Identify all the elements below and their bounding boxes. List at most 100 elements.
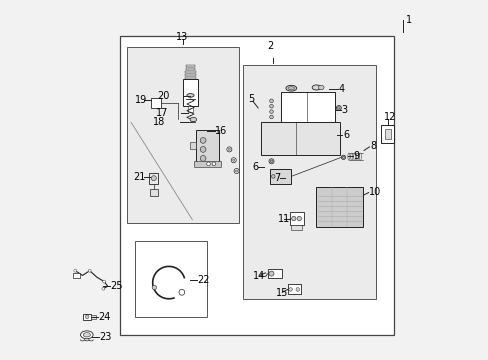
Bar [280, 92, 334, 122]
Ellipse shape [311, 85, 320, 90]
Ellipse shape [270, 160, 272, 163]
Circle shape [102, 287, 104, 290]
Circle shape [151, 176, 156, 181]
Bar [182, 79, 198, 106]
Ellipse shape [356, 153, 358, 160]
Bar [185, 77, 196, 79]
Bar [190, 142, 196, 149]
Bar [83, 314, 91, 320]
Circle shape [235, 170, 237, 172]
Bar [185, 65, 195, 67]
Circle shape [291, 216, 295, 221]
Circle shape [179, 289, 184, 295]
Circle shape [88, 269, 91, 272]
Circle shape [200, 147, 205, 152]
Bar [267, 269, 282, 278]
Text: 21: 21 [133, 172, 146, 182]
Text: 18: 18 [152, 117, 164, 127]
Circle shape [231, 158, 236, 163]
Bar [134, 241, 206, 317]
Ellipse shape [81, 331, 93, 339]
Bar [316, 187, 363, 227]
Text: 19: 19 [134, 95, 147, 105]
Circle shape [74, 269, 77, 272]
Text: 6: 6 [252, 162, 258, 172]
Bar [381, 125, 393, 143]
Ellipse shape [271, 175, 275, 178]
Circle shape [269, 115, 273, 119]
Circle shape [102, 280, 105, 283]
Bar [185, 74, 195, 76]
Bar [289, 212, 303, 225]
Ellipse shape [268, 159, 273, 164]
Ellipse shape [318, 85, 324, 90]
Bar [185, 71, 195, 73]
Ellipse shape [285, 85, 296, 91]
Text: 8: 8 [369, 141, 375, 151]
Text: 16: 16 [215, 126, 227, 136]
Bar [150, 189, 158, 196]
Text: 7: 7 [273, 173, 280, 183]
Bar [127, 47, 239, 223]
Text: 6: 6 [343, 130, 348, 140]
Bar [196, 130, 219, 162]
Bar [260, 122, 339, 155]
Ellipse shape [186, 94, 194, 97]
Ellipse shape [359, 153, 361, 160]
Text: 5: 5 [247, 94, 254, 104]
Ellipse shape [347, 153, 349, 160]
Text: 9: 9 [352, 151, 359, 161]
Bar [187, 106, 193, 112]
Text: 10: 10 [368, 187, 381, 197]
Bar [194, 161, 221, 167]
Text: 3: 3 [341, 105, 347, 115]
Text: 13: 13 [176, 32, 188, 42]
Bar [269, 169, 291, 184]
Circle shape [269, 104, 273, 108]
Ellipse shape [190, 117, 196, 122]
Bar [149, 173, 158, 184]
Circle shape [232, 159, 234, 161]
Ellipse shape [336, 105, 341, 111]
Text: 2: 2 [266, 41, 272, 51]
Circle shape [269, 110, 273, 113]
Bar [185, 68, 195, 70]
Text: 17: 17 [156, 108, 168, 118]
Circle shape [296, 216, 301, 221]
Text: 20: 20 [157, 91, 169, 102]
Ellipse shape [342, 156, 344, 158]
Bar [120, 36, 393, 335]
Text: 12: 12 [383, 112, 395, 122]
Circle shape [200, 156, 205, 161]
Text: 15: 15 [275, 288, 287, 298]
Circle shape [200, 138, 205, 143]
Circle shape [212, 162, 215, 166]
Circle shape [152, 285, 156, 289]
Bar [242, 65, 375, 299]
Bar [91, 315, 96, 319]
Text: 23: 23 [99, 332, 112, 342]
Text: 1: 1 [405, 15, 411, 25]
Circle shape [268, 271, 273, 276]
Circle shape [85, 315, 89, 319]
Ellipse shape [341, 155, 345, 159]
Text: 4: 4 [338, 84, 344, 94]
Bar [73, 273, 80, 278]
Bar [151, 98, 161, 108]
Circle shape [288, 288, 292, 291]
Text: 11: 11 [277, 214, 290, 224]
Circle shape [228, 148, 230, 150]
Ellipse shape [287, 86, 294, 90]
Circle shape [269, 99, 273, 103]
Ellipse shape [350, 153, 352, 160]
Bar [384, 129, 390, 139]
Ellipse shape [337, 107, 339, 109]
Text: 25: 25 [110, 281, 123, 291]
Bar [287, 284, 301, 294]
Text: 24: 24 [98, 312, 110, 322]
Text: 14: 14 [253, 271, 265, 282]
Circle shape [234, 168, 239, 174]
Circle shape [295, 288, 299, 291]
Bar [291, 225, 302, 230]
Circle shape [226, 147, 231, 152]
